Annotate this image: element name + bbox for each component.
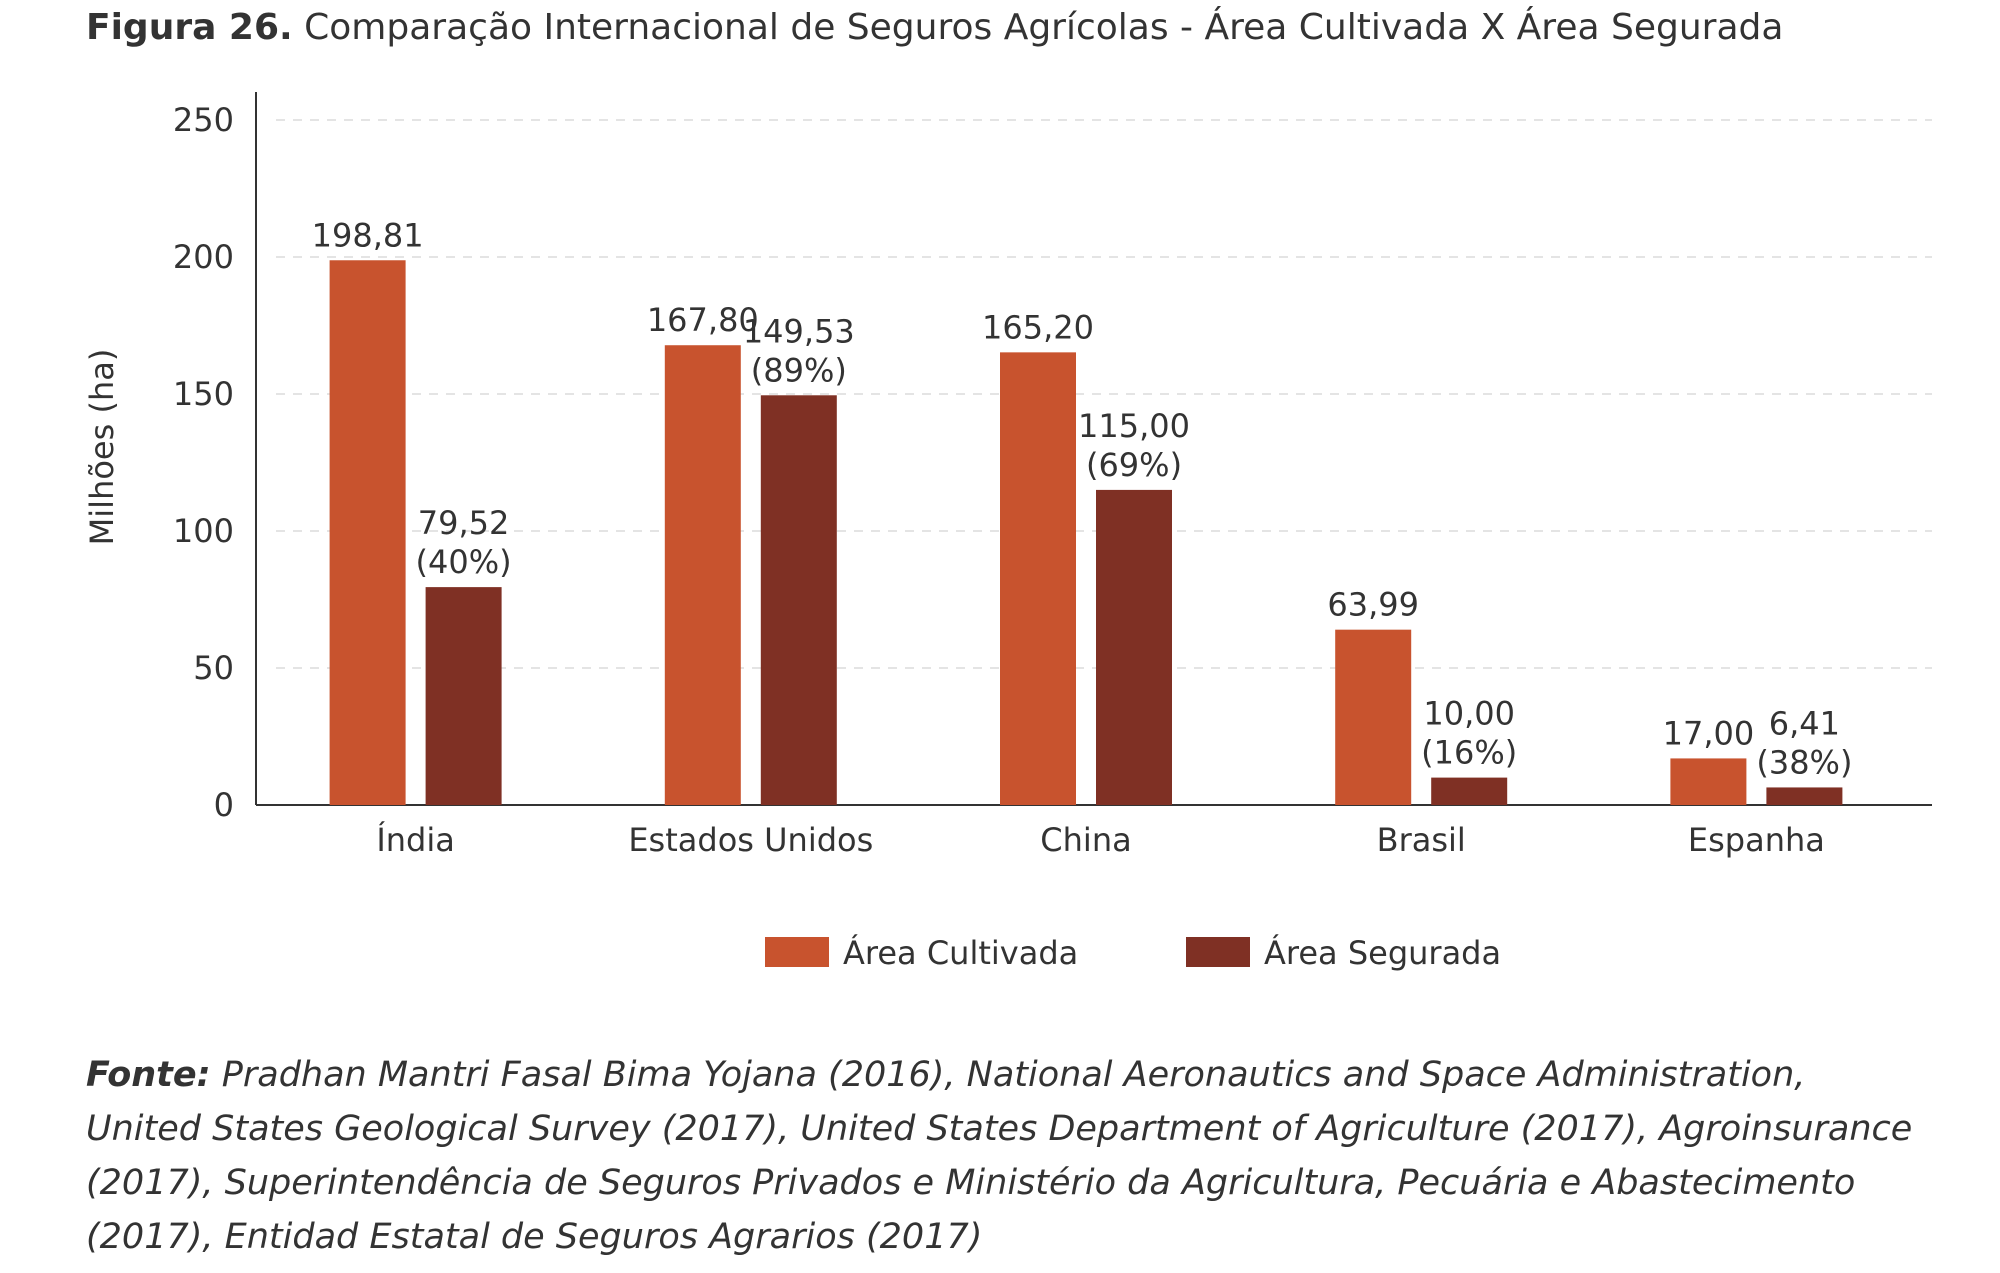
legend-entry: Área Segurada xyxy=(1264,934,1501,972)
data-label: 149,53 xyxy=(743,312,855,350)
bar-chart: 0 50 100 150 200 250 Milhões (ha) 198,81 79,52(4… xyxy=(83,92,1932,972)
data-label: 63,99 xyxy=(1327,586,1419,624)
data-label: 10,00 xyxy=(1423,695,1515,733)
y-tick-label: 50 xyxy=(193,649,234,687)
bar-cultivada xyxy=(1670,758,1747,805)
bar-segurada xyxy=(1096,489,1172,805)
data-label: (16%) xyxy=(1421,734,1517,772)
source-note: Fonte: Pradhan Mantri Fasal Bima Yojana … xyxy=(86,1048,1916,1264)
x-tick-label: Espanha xyxy=(1688,821,1825,859)
legend-swatch xyxy=(765,937,829,967)
data-label: 79,52 xyxy=(418,504,510,542)
data-label: (89%) xyxy=(751,351,847,389)
bar-segurada xyxy=(760,395,837,805)
x-tick-label: Brasil xyxy=(1377,821,1466,859)
x-tick-label: Índia xyxy=(376,821,455,859)
figure-label: Figura 26. xyxy=(86,7,293,48)
legend-entry: Área Cultivada xyxy=(843,934,1078,972)
data-label: 165,20 xyxy=(982,308,1094,346)
bar-cultivada xyxy=(329,260,406,805)
x-tick-label: China xyxy=(1040,821,1131,859)
source-label: Fonte: xyxy=(86,1055,211,1095)
bar-segurada xyxy=(425,587,502,805)
data-label: 198,81 xyxy=(312,216,424,254)
legend-swatch xyxy=(1186,937,1250,967)
data-label: 6,41 xyxy=(1769,704,1840,742)
figure-title-text: Comparação Internacional de Seguros Agrí… xyxy=(304,7,1784,48)
y-tick-label: 250 xyxy=(173,101,234,139)
data-label: (38%) xyxy=(1756,743,1852,781)
bar-cultivada xyxy=(1000,352,1076,805)
y-tick-label: 100 xyxy=(173,512,234,550)
figure-title: Figura 26. Comparação Internacional de S… xyxy=(86,0,1783,60)
data-label: (40%) xyxy=(416,543,512,581)
bar-cultivada xyxy=(664,345,741,805)
y-axis-label: Milhões (ha) xyxy=(83,349,121,546)
data-label: 17,00 xyxy=(1663,714,1755,752)
y-tick-label: 200 xyxy=(173,238,234,276)
data-label: (69%) xyxy=(1086,446,1182,484)
x-tick-label: Estados Unidos xyxy=(628,821,873,859)
bar-cultivada xyxy=(1335,629,1412,805)
y-tick-label: 0 xyxy=(214,786,234,824)
bar-segurada xyxy=(1766,787,1843,805)
data-label: 115,00 xyxy=(1078,407,1190,445)
data-label: 167,80 xyxy=(647,301,759,339)
bar-segurada xyxy=(1431,777,1508,805)
y-tick-label: 150 xyxy=(173,375,234,413)
source-text: Pradhan Mantri Fasal Bima Yojana (2016),… xyxy=(86,1055,1913,1257)
